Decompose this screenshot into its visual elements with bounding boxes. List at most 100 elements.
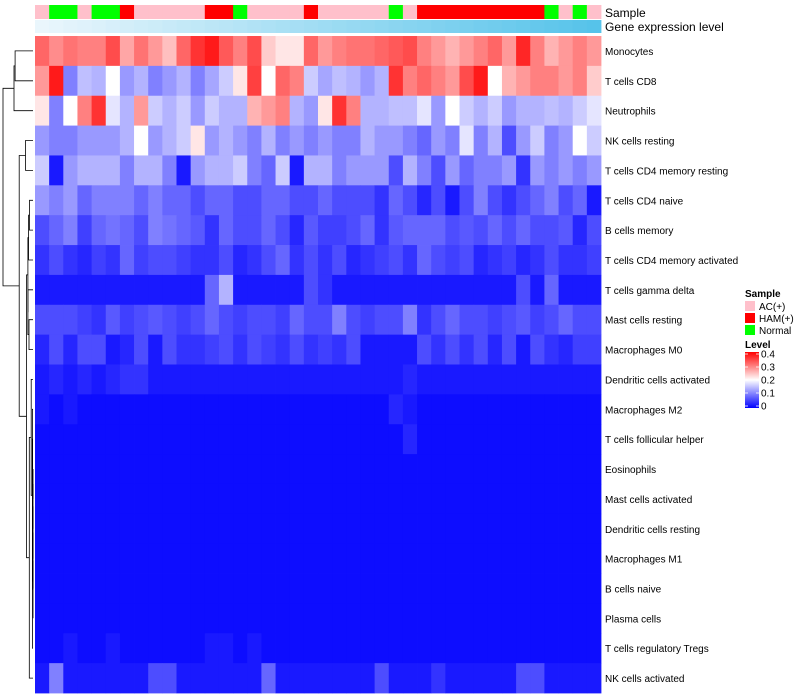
heatmap-cell: T cells follicular helper: 0.01 xyxy=(204,424,220,455)
expression-cell xyxy=(35,20,50,33)
heatmap-cell: Plasma cells: 0.01 xyxy=(402,603,418,634)
heatmap-cell: Neutrophils: 0.18 xyxy=(417,95,432,126)
row-label: Mast cells resting xyxy=(605,316,682,327)
heatmap-cell: Macrophages M1: 0.01 xyxy=(473,543,489,574)
heatmap-cell: Mast cells resting: 0.06 xyxy=(303,304,319,336)
heatmap-cell: Eosinophils: 0.01 xyxy=(162,454,177,485)
heatmap-cell: Monocytes: 0.34 xyxy=(105,36,121,67)
heatmap-cell: Neutrophils: 0.16 xyxy=(459,95,475,126)
heatmap-cell: T cells gamma delta: 0.04 xyxy=(318,274,333,306)
heatmap-cell: T cells CD4 memory resting: 0.12 xyxy=(558,155,574,186)
expression-cell xyxy=(445,20,460,33)
heatmap-cell: Mast cells resting: 0.06 xyxy=(374,304,390,336)
heatmap-cell: Monocytes: 0.32 xyxy=(374,36,390,67)
expression-cell xyxy=(318,20,333,33)
heatmap-cell: Mast cells activated: 0.01 xyxy=(544,483,559,515)
heatmap-cell: Mast cells activated: 0.01 xyxy=(204,483,220,515)
heatmap-cell: Macrophages M2: 0.03 xyxy=(388,394,404,425)
heatmap-cell: Macrophages M2: 0.01 xyxy=(162,394,177,425)
heatmap-cell: Macrophages M0: 0.04 xyxy=(176,334,192,365)
heatmap-cell: T cells CD8: 0.3 xyxy=(431,65,446,97)
expression-cell xyxy=(487,20,503,33)
sample-cell xyxy=(487,5,503,19)
legend-swatch-ham xyxy=(745,313,755,323)
heatmap-cell: T cells CD4 naive: 0.08 xyxy=(77,185,92,216)
heatmap-cell: T cells CD4 memory resting: 0.1 xyxy=(544,155,559,186)
heatmap-cell: NK cells resting: 0.14 xyxy=(261,125,276,156)
heatmap-cell: Macrophages M2: 0.01 xyxy=(473,394,489,425)
heatmap-cell: NK cells activated: 0.02 xyxy=(218,663,234,694)
heatmap-cell: T cells CD8: 0.12 xyxy=(119,65,135,97)
level-tick-label: 0.1 xyxy=(761,389,775,400)
heatmap-cell: T cells gamma delta: 0.06 xyxy=(303,274,319,306)
heatmap-cell: T cells follicular helper: 0.01 xyxy=(473,424,489,455)
heatmap-cell: T cells gamma delta: 0.02 xyxy=(91,274,107,306)
heatmap-cell: T cells gamma delta: 0.02 xyxy=(162,274,177,306)
heatmap-cell: Dendritic cells activated: 0.02 xyxy=(148,364,163,395)
heatmap-cell: T cells follicular helper: 0.01 xyxy=(247,424,262,455)
sample-cell xyxy=(388,5,404,19)
heatmap-cell: T cells CD4 naive: 0.06 xyxy=(558,185,574,216)
heatmap-cell: T cells CD8: 0.28 xyxy=(445,65,460,97)
heatmap-cell: T cells regulatory Tregs: 0.01 xyxy=(360,633,375,664)
heatmap-cell: Dendritic cells activated: 0.02 xyxy=(417,364,432,395)
heatmap-cell: Dendritic cells resting: 0.01 xyxy=(501,513,517,545)
heatmap-cell: Macrophages M0: 0.03 xyxy=(35,334,50,365)
heatmap-cell: T cells gamma delta: 0.02 xyxy=(346,274,361,306)
annotation-label-expression: Gene expression level xyxy=(605,20,724,34)
heatmap-cell: B cells naive: 0.01 xyxy=(190,573,206,604)
heatmap-cell: B cells memory: 0.08 xyxy=(261,215,276,246)
heatmap-cell: Neutrophils: 0.3 xyxy=(77,95,92,126)
heatmap-cell: T cells CD4 memory resting: 0.14 xyxy=(204,155,220,186)
heatmap-cell: Mast cells activated: 0.01 xyxy=(148,483,163,515)
heatmap-cell: T cells gamma delta: 0.02 xyxy=(49,274,64,306)
heatmap-cell: Dendritic cells resting: 0.01 xyxy=(473,513,489,545)
heatmap-cell: Macrophages M1: 0.01 xyxy=(148,543,163,574)
heatmap-cell: T cells gamma delta: 0.02 xyxy=(275,274,291,306)
heatmap-cell: B cells naive: 0.01 xyxy=(572,573,588,604)
heatmap-cell: T cells regulatory Tregs: 0.01 xyxy=(346,633,361,664)
heatmap-cell: B cells memory: 0.08 xyxy=(49,215,64,246)
heatmap-cell: NK cells resting: 0.14 xyxy=(218,125,234,156)
heatmap-cell: Dendritic cells resting: 0.01 xyxy=(134,513,149,545)
heatmap-cell: Macrophages M1: 0.01 xyxy=(572,543,588,574)
row-label: T cells CD4 memory activated xyxy=(605,256,738,267)
heatmap-cell: Macrophages M0: 0.04 xyxy=(544,334,559,365)
heatmap-cell: T cells CD8: 0.32 xyxy=(417,65,432,97)
heatmap-cell: B cells memory: 0.03 xyxy=(289,215,305,246)
heatmap-cell: Macrophages M1: 0.01 xyxy=(233,543,248,574)
heatmap-cell: Neutrophils: 0.28 xyxy=(261,95,276,126)
heatmap-cell: Mast cells resting: 0.07 xyxy=(105,304,121,336)
heatmap-cell: Macrophages M0: 0.05 xyxy=(586,334,602,365)
heatmap-cell: Mast cells activated: 0.01 xyxy=(261,483,276,515)
heatmap-cell: T cells regulatory Tregs: 0.02 xyxy=(63,633,78,664)
heatmap-cell: T cells CD4 memory activated: 0.04 xyxy=(487,245,503,276)
expression-cell xyxy=(105,20,121,33)
heatmap-cell: Macrophages M0: 0.04 xyxy=(190,334,206,365)
heatmap-cell: Macrophages M1: 0.01 xyxy=(204,543,220,574)
heatmap-cell: T cells regulatory Tregs: 0.02 xyxy=(204,633,220,664)
heatmap-cell: Dendritic cells activated: 0.02 xyxy=(473,364,489,395)
heatmap-cell: Dendritic cells activated: 0.02 xyxy=(261,364,276,395)
sample-cell xyxy=(544,5,559,19)
heatmap-cell: Macrophages M0: 0.03 xyxy=(558,334,574,365)
expression-cell xyxy=(417,20,432,33)
heatmap-cell: Mast cells activated: 0.01 xyxy=(516,483,531,515)
heatmap-cell: T cells regulatory Tregs: 0.01 xyxy=(162,633,177,664)
heatmap-cell: B cells naive: 0.01 xyxy=(360,573,375,604)
heatmap-cell: B cells memory: 0.06 xyxy=(134,215,149,246)
heatmap-cell: T cells CD4 memory resting: 0.12 xyxy=(501,155,517,186)
heatmap-cell: Monocytes: 0.3 xyxy=(572,36,588,67)
heatmap-cell: Monocytes: 0.32 xyxy=(303,36,319,67)
heatmap-cell: B cells naive: 0.01 xyxy=(516,573,531,604)
expression-cell xyxy=(516,20,531,33)
heatmap-cell: B cells naive: 0.01 xyxy=(233,573,248,604)
heatmap-cell: Eosinophils: 0.01 xyxy=(134,454,149,485)
heatmap-cell: Macrophages M0: 0.04 xyxy=(303,334,319,365)
heatmap-cell: NK cells resting: 0.12 xyxy=(35,125,50,156)
heatmap-cell: Dendritic cells resting: 0.01 xyxy=(35,513,50,545)
heatmap-cell: T cells CD4 memory resting: 0.14 xyxy=(218,155,234,186)
heatmap-cell: Neutrophils: 0.14 xyxy=(233,95,248,126)
expression-cell xyxy=(332,20,347,33)
legend-label-normal: Normal xyxy=(759,326,791,337)
